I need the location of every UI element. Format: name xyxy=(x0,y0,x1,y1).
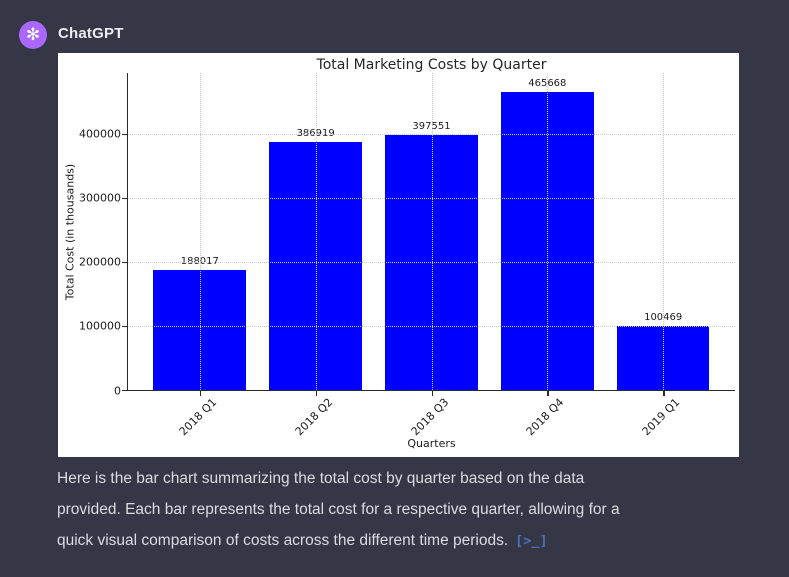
bar-chart-figure: 188017 386919 397551 465668 100469 0 100000 200… xyxy=(58,53,739,457)
x-axis-label: Quarters xyxy=(407,437,456,450)
assistant-message: Here is the bar chart summarizing the to… xyxy=(57,463,772,557)
message-line-3: quick visual comparison of costs across … xyxy=(57,525,772,557)
x-tick-mark xyxy=(431,391,433,396)
y-tick-mark xyxy=(122,325,127,328)
x-gridline xyxy=(431,73,433,390)
y-tick-label: 0 xyxy=(114,384,121,397)
x-tick-label: 2018 Q1 xyxy=(176,395,220,439)
message-line-3-text: quick visual comparison of costs across … xyxy=(57,532,509,549)
bar-2019-q1 xyxy=(616,325,710,390)
chatgpt-avatar: ✻ xyxy=(19,21,47,49)
x-gridline xyxy=(547,73,549,390)
x-tick-label: 2019 Q1 xyxy=(639,395,683,439)
y-tick-label: 400000 xyxy=(79,127,121,141)
y-tick-label: 100000 xyxy=(79,319,121,333)
chart-title: Total Marketing Costs by Quarter xyxy=(316,57,547,73)
x-tick-mark xyxy=(547,391,549,396)
y-axis-spine xyxy=(127,73,129,391)
x-gridline xyxy=(315,73,317,390)
message-line-1: Here is the bar chart summarizing the to… xyxy=(57,470,585,487)
y-tick-label: 300000 xyxy=(79,191,121,205)
x-gridline xyxy=(199,73,201,390)
y-tick-mark xyxy=(122,261,127,264)
x-gridline xyxy=(663,73,665,390)
y-axis-label: Total Cost (in thousands) xyxy=(63,163,77,300)
assistant-name: ChatGPT xyxy=(58,25,124,42)
x-tick-mark xyxy=(315,391,318,396)
x-tick-mark xyxy=(199,391,202,396)
y-tick-mark xyxy=(122,197,127,200)
x-tick-mark xyxy=(663,391,665,396)
x-tick-label: 2018 Q3 xyxy=(408,395,451,439)
x-tick-label: 2018 Q4 xyxy=(524,395,567,439)
y-tick-label: 200000 xyxy=(79,255,121,269)
openai-logo-icon: ✻ xyxy=(25,24,41,45)
x-tick-label: 2018 Q2 xyxy=(292,395,335,439)
y-tick-mark xyxy=(122,390,127,392)
view-analysis-code-icon[interactable]: [>_] xyxy=(515,533,548,549)
y-tick-mark xyxy=(122,133,127,136)
message-line-2: provided. Each bar represents the total … xyxy=(57,501,620,518)
x-axis-spine xyxy=(127,390,735,392)
bar-2018-q2 xyxy=(269,142,362,390)
